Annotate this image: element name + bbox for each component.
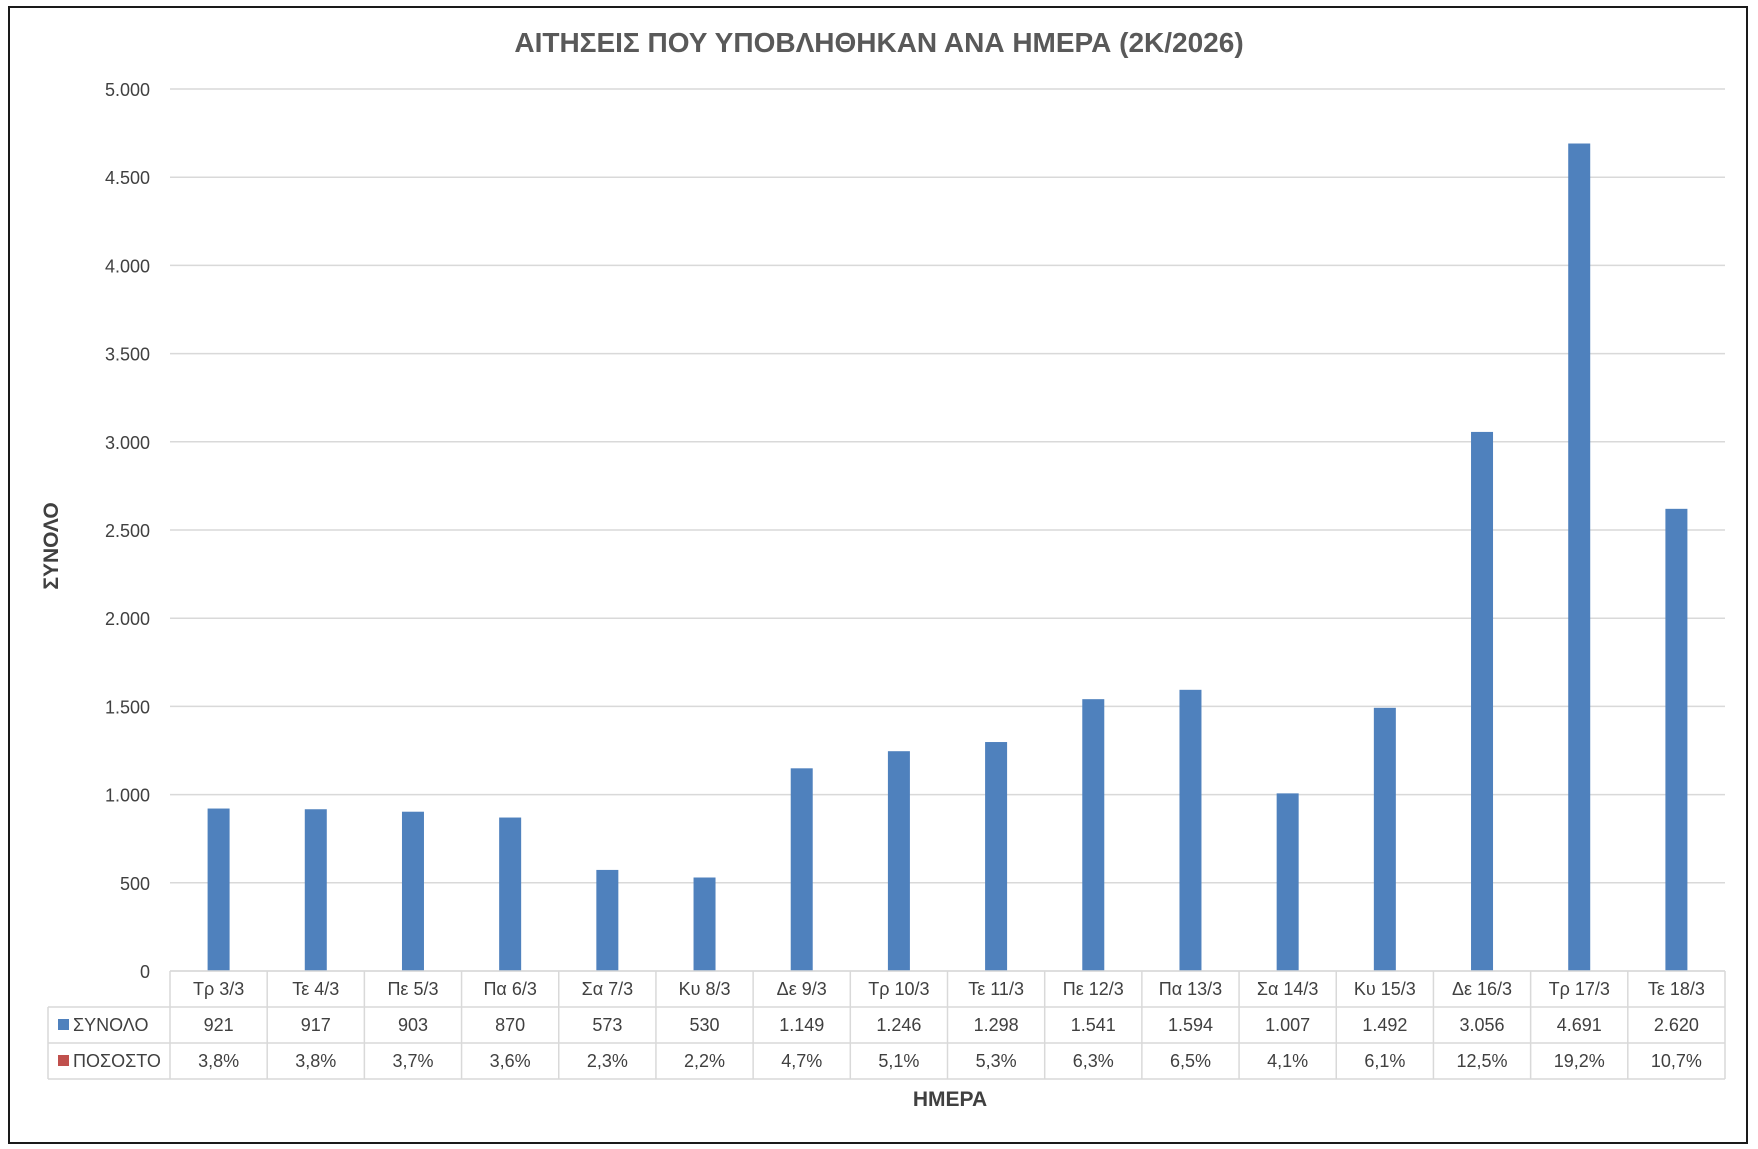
data-label: 2,3% xyxy=(587,1051,628,1071)
y-tick-label: 3.000 xyxy=(105,433,150,453)
category-label: Τρ 3/3 xyxy=(193,979,244,999)
category-label: Τρ 17/3 xyxy=(1549,979,1610,999)
bar xyxy=(401,811,424,971)
data-label: 870 xyxy=(495,1015,525,1035)
data-label: 1.298 xyxy=(974,1015,1019,1035)
data-table: Τρ 3/3 Τε 4/3 Πε 5/3 Πα 6/3 Σα 7/3 Κυ 8/3 Δε 9… xyxy=(47,970,1726,1080)
bar xyxy=(1665,508,1688,971)
data-label: 530 xyxy=(690,1015,720,1035)
data-label: 19,2% xyxy=(1554,1051,1605,1071)
data-label: 1.149 xyxy=(779,1015,824,1035)
data-label: 1.007 xyxy=(1265,1015,1310,1035)
y-tick-label: 0 xyxy=(140,962,150,982)
data-label: 2.620 xyxy=(1654,1015,1699,1035)
x-axis-title: ΗΜΕΡΑ xyxy=(913,1088,987,1111)
bar xyxy=(1373,707,1396,971)
bar xyxy=(985,742,1008,971)
bar xyxy=(1082,699,1105,971)
chart-title: ΑΙΤΗΣΕΙΣ ΠΟΥ ΥΠΟΒΛΗΘΗΚΑΝ ΑΝΑ ΗΜΕΡΑ (2Κ/2… xyxy=(514,27,1243,58)
data-label: 3,8% xyxy=(295,1051,336,1071)
data-label: 12,5% xyxy=(1457,1051,1508,1071)
category-label: Τε 11/3 xyxy=(968,979,1024,999)
bar xyxy=(790,768,813,971)
legend-key xyxy=(58,1019,69,1030)
data-label: 573 xyxy=(592,1015,622,1035)
category-label: Σα 7/3 xyxy=(582,979,634,999)
data-label: 4,1% xyxy=(1267,1051,1308,1071)
bar xyxy=(207,808,230,971)
data-label: 917 xyxy=(301,1015,331,1035)
legend-key xyxy=(58,1055,69,1066)
y-axis-title: ΣΥΝΟΛΟ xyxy=(40,502,63,589)
data-label: 3,6% xyxy=(490,1051,531,1071)
data-label: 3,8% xyxy=(198,1051,239,1071)
y-tick-label: 1.000 xyxy=(105,786,150,806)
bar xyxy=(1179,689,1202,971)
category-label: Δε 16/3 xyxy=(1452,979,1512,999)
bar xyxy=(887,751,910,971)
category-label: Τρ 10/3 xyxy=(868,979,929,999)
data-label: 6,1% xyxy=(1364,1051,1405,1071)
bar-series xyxy=(207,143,1688,972)
category-label: Κυ 15/3 xyxy=(1354,979,1416,999)
legend-label: ΣΥΝΟΛΟ xyxy=(73,1015,148,1035)
data-label: 903 xyxy=(398,1015,428,1035)
y-tick-label: 4.000 xyxy=(105,256,150,276)
category-label: Κυ 8/3 xyxy=(679,979,731,999)
y-axis-ticks: 0 500 1.000 1.500 2.000 2.500 3.000 3.500 4.000 4… xyxy=(105,80,150,982)
data-label: 5,1% xyxy=(878,1051,919,1071)
category-label: Πε 5/3 xyxy=(387,979,438,999)
data-label: 5,3% xyxy=(976,1051,1017,1071)
bar xyxy=(1276,793,1299,971)
y-tick-label: 1.500 xyxy=(105,697,150,717)
data-label: 1.246 xyxy=(876,1015,921,1035)
category-label: Πα 13/3 xyxy=(1159,979,1222,999)
data-label: 6,5% xyxy=(1170,1051,1211,1071)
y-tick-label: 500 xyxy=(120,874,150,894)
bar xyxy=(1568,143,1591,972)
bar xyxy=(596,869,619,971)
category-label: Σα 14/3 xyxy=(1257,979,1319,999)
bar xyxy=(304,809,327,971)
data-label: 2,2% xyxy=(684,1051,725,1071)
category-label: Πε 12/3 xyxy=(1063,979,1124,999)
data-label: 1.594 xyxy=(1168,1015,1213,1035)
data-label: 1.492 xyxy=(1362,1015,1407,1035)
category-label: Τε 18/3 xyxy=(1648,979,1705,999)
y-tick-label: 2.500 xyxy=(105,521,150,541)
data-label: 921 xyxy=(204,1015,234,1035)
bar xyxy=(693,877,716,971)
data-label: 3,7% xyxy=(392,1051,433,1071)
chart-frame xyxy=(8,6,1748,1144)
bar xyxy=(1471,431,1494,971)
category-label: Τε 4/3 xyxy=(292,979,339,999)
data-label: 3.056 xyxy=(1460,1015,1505,1035)
data-label: 10,7% xyxy=(1651,1051,1702,1071)
bar xyxy=(499,817,522,971)
data-label: 4,7% xyxy=(781,1051,822,1071)
y-tick-label: 3.500 xyxy=(105,345,150,365)
data-label: 1.541 xyxy=(1071,1015,1116,1035)
category-label: Δε 9/3 xyxy=(777,979,827,999)
y-tick-label: 2.000 xyxy=(105,609,150,629)
legend-label: ΠΟΣΟΣΤΟ xyxy=(73,1051,161,1071)
category-label: Πα 6/3 xyxy=(483,979,536,999)
y-tick-label: 4.500 xyxy=(105,168,150,188)
y-tick-label: 5.000 xyxy=(105,80,150,100)
data-label: 4.691 xyxy=(1557,1015,1602,1035)
data-label: 6,3% xyxy=(1073,1051,1114,1071)
